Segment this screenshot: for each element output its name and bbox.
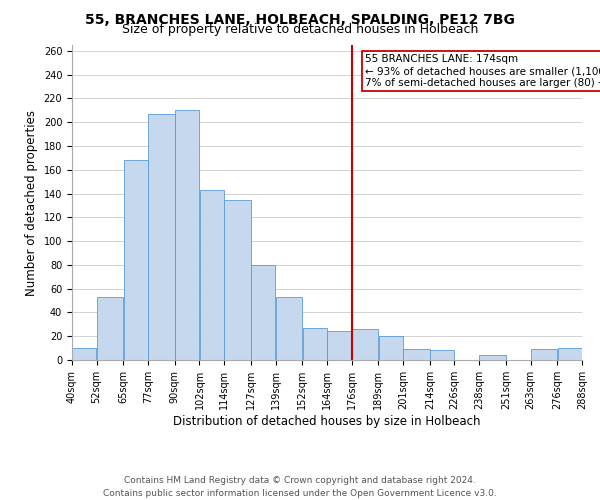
Bar xyxy=(124,160,148,360)
Bar xyxy=(531,350,557,360)
Bar xyxy=(72,348,97,360)
Bar xyxy=(200,190,224,360)
Y-axis label: Number of detached properties: Number of detached properties xyxy=(25,110,38,296)
Bar xyxy=(379,336,403,360)
Text: 55, BRANCHES LANE, HOLBEACH, SPALDING, PE12 7BG: 55, BRANCHES LANE, HOLBEACH, SPALDING, P… xyxy=(85,12,515,26)
Text: Contains HM Land Registry data © Crown copyright and database right 2024.
Contai: Contains HM Land Registry data © Crown c… xyxy=(103,476,497,498)
Bar xyxy=(430,350,454,360)
Text: Size of property relative to detached houses in Holbeach: Size of property relative to detached ho… xyxy=(122,22,478,36)
X-axis label: Distribution of detached houses by size in Holbeach: Distribution of detached houses by size … xyxy=(173,414,481,428)
Bar xyxy=(327,332,352,360)
Bar xyxy=(557,348,582,360)
Bar xyxy=(403,350,430,360)
Bar xyxy=(148,114,175,360)
Bar xyxy=(251,265,275,360)
Bar xyxy=(479,355,506,360)
Bar xyxy=(97,297,123,360)
Bar xyxy=(224,200,251,360)
Bar xyxy=(352,329,378,360)
Text: 55 BRANCHES LANE: 174sqm
← 93% of detached houses are smaller (1,100)
7% of semi: 55 BRANCHES LANE: 174sqm ← 93% of detach… xyxy=(365,54,600,88)
Bar xyxy=(276,297,302,360)
Bar xyxy=(302,328,327,360)
Bar xyxy=(175,110,199,360)
